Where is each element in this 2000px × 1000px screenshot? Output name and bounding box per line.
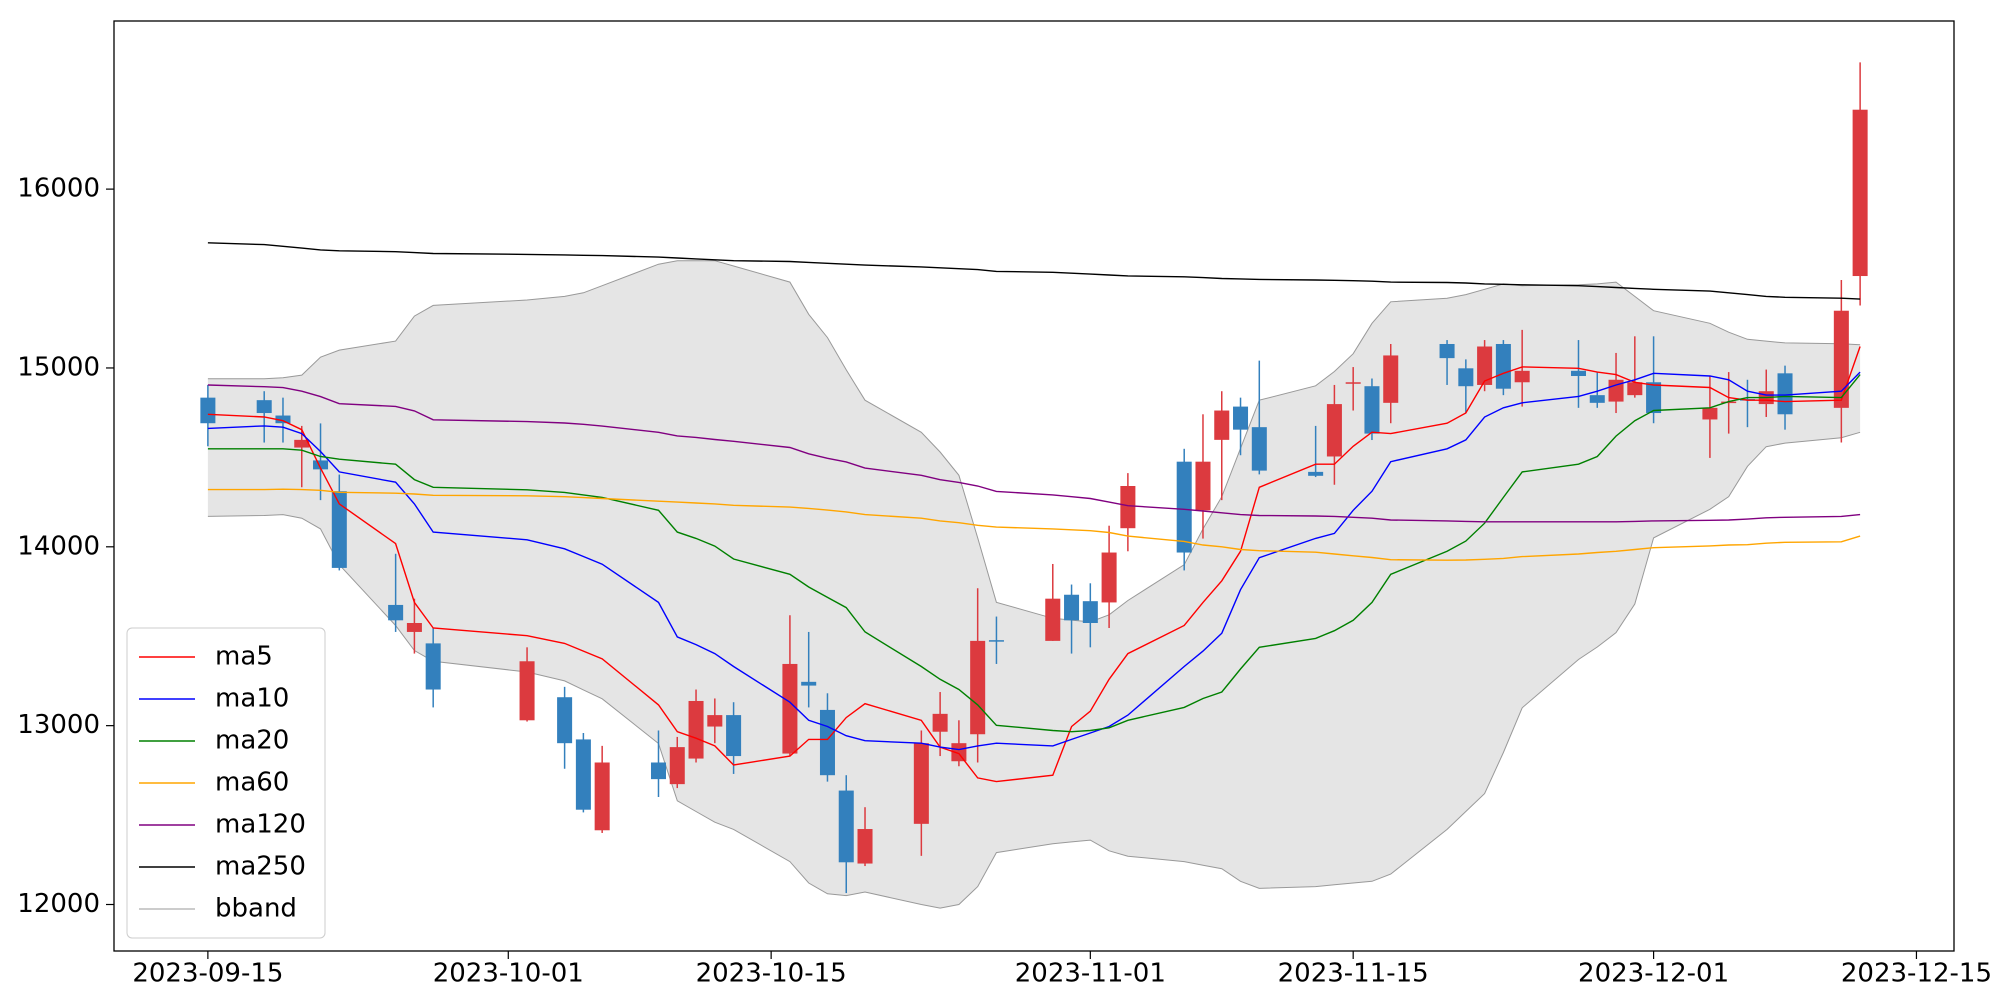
candle-body [1101,552,1117,603]
x-tick-label: 2023-10-01 [433,959,584,989]
candle-body [1082,601,1098,623]
candle-body [1646,382,1662,414]
candle-body [838,790,854,863]
candle-body [406,622,422,632]
candle-body [1439,343,1455,359]
ma-line [207,488,1861,561]
candle-body [1195,461,1211,511]
candle-body [857,829,873,864]
candle-body [1214,410,1230,440]
candle-body [388,604,404,621]
candle-body [1251,427,1267,471]
x-tick-label: 2023-11-01 [1015,959,1166,989]
candle-body [1627,382,1643,396]
candle-body [425,643,441,690]
candle-body [575,739,591,810]
candle-body [932,713,948,732]
legend-label: ma250 [215,852,306,882]
candle-body [801,681,817,686]
candle-body [1383,355,1399,403]
candle-body [1608,379,1624,402]
candle-body [594,762,610,831]
y-tick-label: 15000 [17,352,100,382]
candle-body [1308,471,1324,476]
candle-body [557,697,573,744]
x-tick-label: 2023-12-01 [1578,959,1729,989]
x-tick-label: 2023-11-15 [1278,959,1429,989]
candle-body [1233,406,1249,430]
y-tick-label: 16000 [17,174,100,204]
candle-body [970,640,986,735]
candle-body [313,460,329,470]
legend: ma5 ma10 ma20 ma60 ma120 ma250 bband [126,627,326,939]
x-tick-label: 2023-12-15 [1841,959,1992,989]
bband-lower [207,431,1861,909]
bband-area [207,260,1861,909]
candle-body [988,640,1004,642]
candle-body [913,743,929,824]
candle-body [688,700,704,759]
candle-body [1852,109,1868,277]
y-tick-label: 12000 [17,889,100,919]
candle-body [1495,343,1511,389]
legend-label: ma10 [215,684,289,714]
candle-body [819,709,835,776]
legend-label: ma120 [215,810,306,840]
legend-label: bband [215,894,297,924]
y-tick-label: 14000 [17,531,100,561]
candle-body [331,491,347,568]
ma-line [207,346,1861,783]
candle-body [1514,370,1530,383]
candle-body [1570,370,1586,377]
x-tick-label: 2023-09-15 [132,959,283,989]
legend-label: ma60 [215,768,289,798]
legend-box [126,627,326,939]
plot-frame [113,20,1955,952]
bband-upper [207,260,1861,623]
candle-body [256,400,272,414]
candle-body [1176,461,1192,553]
legend-label: ma5 [215,642,273,672]
candle-body [1064,594,1080,621]
candle-body [1326,404,1342,457]
ma-line [207,374,1861,733]
legend-label: ma20 [215,726,289,756]
candle-body [1045,598,1061,641]
candle-body [294,439,310,448]
ma-line [207,384,1861,523]
candle-body [519,661,535,721]
candle-body [1364,386,1380,434]
candle-body [1477,346,1493,385]
candle-body [275,415,291,424]
candle-body [1833,310,1849,408]
candle-body [1589,395,1605,403]
candle-body [1345,382,1361,384]
x-tick-label: 2023-10-15 [696,959,847,989]
ma-line [207,371,1861,751]
ma-line [207,242,1861,300]
candle-body [1702,407,1718,420]
candle-body [707,715,723,727]
candle-body [669,747,685,785]
candle-body [1777,373,1793,415]
y-tick-label: 13000 [17,710,100,740]
candle-body [200,397,216,424]
candle-body [726,715,742,757]
candle-body [782,663,798,754]
candle-body [650,762,666,780]
candle-body [1458,368,1474,387]
candle-body [951,743,967,762]
candle-body [1120,486,1136,529]
